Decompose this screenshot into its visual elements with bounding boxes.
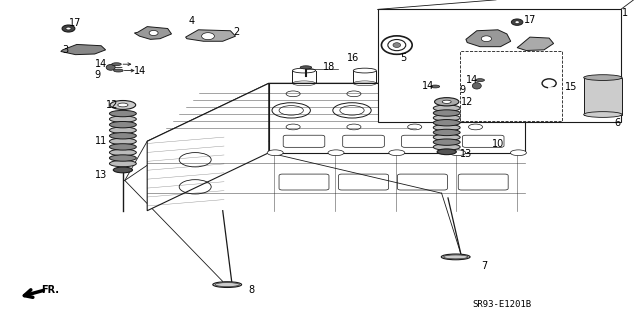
Text: 9: 9 xyxy=(95,70,101,80)
Text: 16: 16 xyxy=(347,53,359,63)
Text: 14: 14 xyxy=(134,66,147,76)
Ellipse shape xyxy=(442,254,470,260)
Text: 9: 9 xyxy=(460,85,466,95)
Polygon shape xyxy=(134,26,172,39)
Ellipse shape xyxy=(118,103,128,107)
Text: 7: 7 xyxy=(481,262,488,271)
Ellipse shape xyxy=(109,138,136,145)
Ellipse shape xyxy=(433,115,460,121)
Text: 8: 8 xyxy=(248,285,255,295)
Ellipse shape xyxy=(433,139,460,145)
Ellipse shape xyxy=(113,167,132,173)
Ellipse shape xyxy=(433,120,460,126)
Ellipse shape xyxy=(110,100,136,109)
Ellipse shape xyxy=(109,133,136,139)
Text: 13: 13 xyxy=(460,149,472,159)
Text: 14: 14 xyxy=(95,59,107,69)
Ellipse shape xyxy=(328,150,344,156)
Ellipse shape xyxy=(66,27,71,30)
Ellipse shape xyxy=(109,110,136,117)
Ellipse shape xyxy=(106,64,115,70)
Text: 14: 14 xyxy=(466,75,478,85)
Ellipse shape xyxy=(109,122,136,128)
Ellipse shape xyxy=(109,116,136,122)
Ellipse shape xyxy=(476,79,484,82)
Ellipse shape xyxy=(511,19,523,25)
Ellipse shape xyxy=(388,40,406,51)
Text: 17: 17 xyxy=(524,15,536,25)
Ellipse shape xyxy=(353,68,376,73)
Ellipse shape xyxy=(300,66,312,69)
Ellipse shape xyxy=(389,150,405,156)
Polygon shape xyxy=(584,78,622,115)
Polygon shape xyxy=(186,30,236,41)
Text: 17: 17 xyxy=(68,18,81,28)
Ellipse shape xyxy=(481,36,492,41)
Ellipse shape xyxy=(292,68,316,73)
Text: 15: 15 xyxy=(564,82,577,92)
Ellipse shape xyxy=(393,43,401,48)
Text: 11: 11 xyxy=(95,136,107,146)
Ellipse shape xyxy=(109,144,136,150)
Ellipse shape xyxy=(109,160,136,167)
Polygon shape xyxy=(517,37,554,50)
Ellipse shape xyxy=(149,30,158,35)
Ellipse shape xyxy=(442,100,451,103)
Ellipse shape xyxy=(584,112,622,117)
Ellipse shape xyxy=(433,110,460,116)
Text: 12: 12 xyxy=(106,100,118,110)
Ellipse shape xyxy=(515,21,520,23)
Ellipse shape xyxy=(111,63,122,66)
Ellipse shape xyxy=(475,68,498,73)
Ellipse shape xyxy=(212,282,242,287)
Ellipse shape xyxy=(511,150,527,156)
Text: 2: 2 xyxy=(234,27,240,37)
Polygon shape xyxy=(147,83,269,211)
Ellipse shape xyxy=(109,155,136,161)
Ellipse shape xyxy=(114,69,123,72)
Ellipse shape xyxy=(584,75,622,80)
Text: 13: 13 xyxy=(95,170,107,180)
Text: FR.: FR. xyxy=(42,285,60,295)
Ellipse shape xyxy=(472,83,481,89)
Text: 6: 6 xyxy=(614,118,621,128)
Ellipse shape xyxy=(109,149,136,156)
Polygon shape xyxy=(61,44,106,55)
Ellipse shape xyxy=(268,150,283,156)
Ellipse shape xyxy=(62,25,75,32)
Text: 10: 10 xyxy=(492,139,504,150)
Text: 5: 5 xyxy=(400,53,406,63)
Text: 4: 4 xyxy=(189,16,195,26)
Ellipse shape xyxy=(435,98,459,106)
Ellipse shape xyxy=(433,144,460,150)
Ellipse shape xyxy=(450,150,466,156)
Ellipse shape xyxy=(414,68,437,73)
Polygon shape xyxy=(378,9,621,122)
Ellipse shape xyxy=(109,127,136,133)
Text: 14: 14 xyxy=(422,81,435,92)
Ellipse shape xyxy=(202,33,214,40)
Text: 1: 1 xyxy=(622,8,628,18)
Ellipse shape xyxy=(433,105,460,111)
Polygon shape xyxy=(147,83,525,141)
Text: 12: 12 xyxy=(461,97,473,107)
Text: 3: 3 xyxy=(62,45,68,55)
Polygon shape xyxy=(269,83,525,153)
Ellipse shape xyxy=(437,149,456,155)
Ellipse shape xyxy=(433,124,460,131)
Ellipse shape xyxy=(433,129,460,136)
Ellipse shape xyxy=(433,134,460,140)
Text: SR93-E1201B: SR93-E1201B xyxy=(472,300,531,309)
Polygon shape xyxy=(466,30,511,47)
Ellipse shape xyxy=(431,85,440,88)
Text: 18: 18 xyxy=(323,62,335,72)
